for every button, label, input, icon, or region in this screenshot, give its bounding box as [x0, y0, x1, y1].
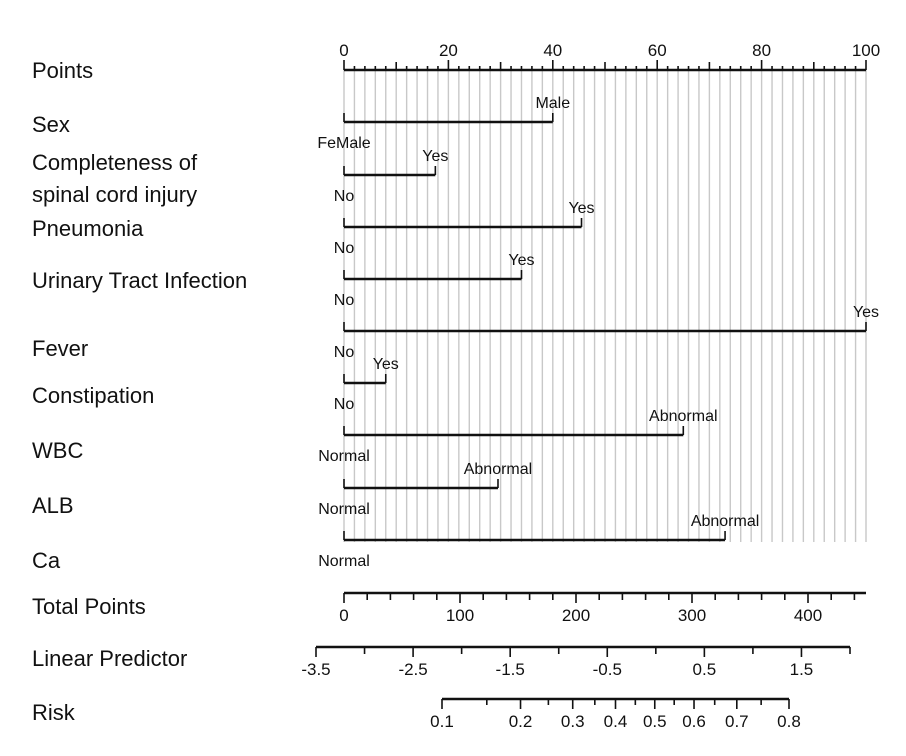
linear-predictor-tick-label: 0.5 [693, 660, 717, 679]
level-label-low: No [334, 292, 355, 309]
risk-tick-label: 0.7 [725, 712, 749, 731]
row-label-variable: Sex [32, 112, 70, 137]
points-axis-tick-label: 0 [339, 41, 348, 60]
level-label-high: Yes [508, 252, 534, 269]
level-label-high: Yes [853, 304, 879, 321]
risk-tick-label: 0.3 [561, 712, 585, 731]
linear-predictor-tick-label: -0.5 [593, 660, 622, 679]
row-label-risk: Risk [32, 700, 76, 725]
points-axis-tick-label: 20 [439, 41, 458, 60]
linear-predictor-tick-label: -2.5 [398, 660, 427, 679]
points-axis-tick-label: 60 [648, 41, 667, 60]
linear-predictor-tick-label: -1.5 [496, 660, 525, 679]
points-axis-tick-label: 40 [543, 41, 562, 60]
risk-tick-label: 0.2 [509, 712, 533, 731]
total-points-tick-label: 0 [339, 606, 348, 625]
level-label-high: Abnormal [691, 513, 759, 530]
row-label-variable: Completeness of [32, 150, 198, 175]
level-label-high: Abnormal [649, 408, 717, 425]
row-label-points: Points [32, 58, 93, 83]
total-points-tick-label: 200 [562, 606, 590, 625]
linear-predictor-tick-label: 1.5 [790, 660, 814, 679]
row-label-variable: WBC [32, 438, 83, 463]
row-label-variable: Urinary Tract Infection [32, 268, 247, 293]
level-label-high: Yes [373, 356, 399, 373]
row-label-variable: Ca [32, 548, 61, 573]
level-label-low: Normal [318, 553, 370, 570]
row-label-variable: Fever [32, 336, 88, 361]
level-label-low: Normal [318, 448, 370, 465]
level-label-low: FeMale [317, 135, 370, 152]
risk-tick-label: 0.1 [430, 712, 454, 731]
level-label-high: Abnormal [464, 461, 532, 478]
level-label-low: Normal [318, 501, 370, 518]
level-label-low: No [334, 240, 355, 257]
total-points-tick-label: 400 [794, 606, 822, 625]
risk-tick-label: 0.5 [643, 712, 667, 731]
risk-tick-label: 0.6 [682, 712, 706, 731]
total-points-tick-label: 100 [446, 606, 474, 625]
row-label-variable-line2: spinal cord injury [32, 182, 197, 207]
row-label-linear-predictor: Linear Predictor [32, 646, 187, 671]
points-axis-tick-label: 80 [752, 41, 771, 60]
level-label-low: No [334, 344, 355, 361]
row-label-variable: Constipation [32, 383, 154, 408]
row-label-total-points: Total Points [32, 594, 146, 619]
row-label-variable: Pneumonia [32, 216, 144, 241]
level-label-high: Yes [422, 148, 448, 165]
linear-predictor-tick-label: -3.5 [301, 660, 330, 679]
level-label-low: No [334, 396, 355, 413]
risk-tick-label: 0.8 [777, 712, 801, 731]
level-label-high: Male [535, 95, 570, 112]
level-label-high: Yes [568, 200, 594, 217]
total-points-tick-label: 300 [678, 606, 706, 625]
risk-tick-label: 0.4 [604, 712, 628, 731]
points-axis-tick-label: 100 [852, 41, 880, 60]
row-label-variable: ALB [32, 493, 74, 518]
level-label-low: No [334, 188, 355, 205]
